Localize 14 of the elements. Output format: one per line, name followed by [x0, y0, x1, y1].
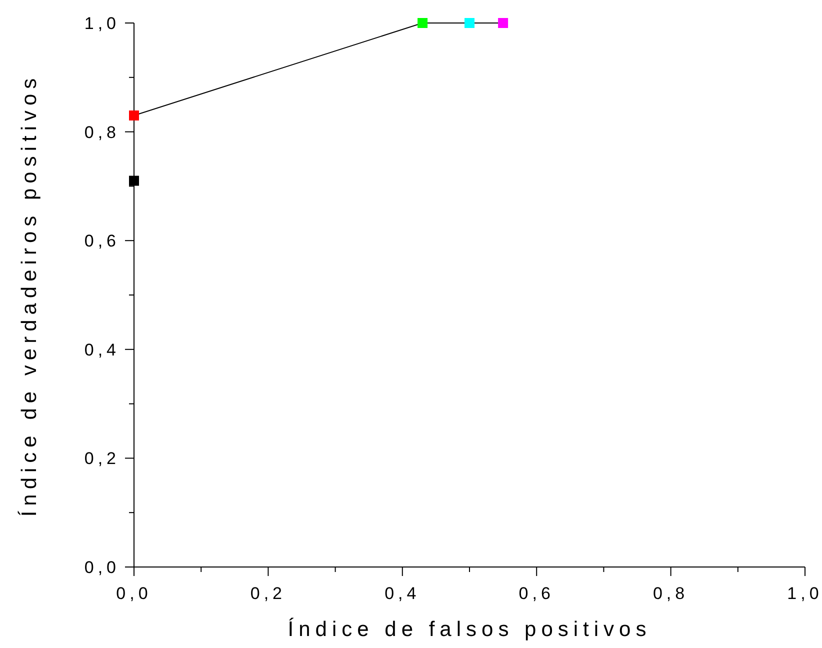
x-tick-label: 0,4 [384, 584, 420, 603]
x-axis-title: Índice de falsos positivos [288, 617, 652, 641]
y-tick-label: 0,8 [84, 122, 120, 142]
x-tick-label: 0,0 [116, 584, 152, 603]
x-tick-label: 0,2 [250, 584, 286, 603]
y-tick-label: 0,2 [84, 449, 120, 468]
y-axis-title: Índice de verdadeiros positivos [17, 73, 41, 517]
y-tick-label: 0,0 [84, 558, 120, 577]
x-tick-label: 1,0 [787, 584, 822, 603]
x-tick-label: 0,6 [518, 584, 554, 603]
y-tick-label: 0,4 [84, 340, 120, 360]
y-tick-label: 0,6 [84, 232, 120, 251]
y-tick-label: 1,0 [84, 14, 120, 33]
x-tick-label: 0,8 [652, 584, 689, 603]
